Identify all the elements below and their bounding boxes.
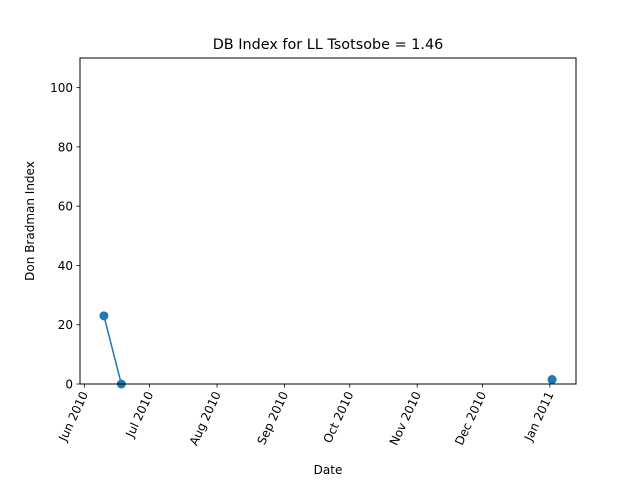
series-line-0-0 <box>103 315 123 385</box>
y-tick-label: 100 <box>50 81 73 95</box>
chart-title: DB Index for LL Tsotsobe = 1.46 <box>213 37 444 53</box>
data-point-2 <box>547 375 557 385</box>
x-axis-label: Date <box>314 463 343 477</box>
plot-frame <box>79 57 577 385</box>
y-tick-label: 80 <box>58 140 73 154</box>
y-tick-label: 0 <box>65 378 73 392</box>
y-tick-label: 20 <box>58 318 73 332</box>
data-point-0 <box>99 311 109 321</box>
y-tick-label: 40 <box>58 259 73 273</box>
y-tick-label: 60 <box>58 200 73 214</box>
y-axis-label: Don Bradman Index <box>23 161 37 281</box>
